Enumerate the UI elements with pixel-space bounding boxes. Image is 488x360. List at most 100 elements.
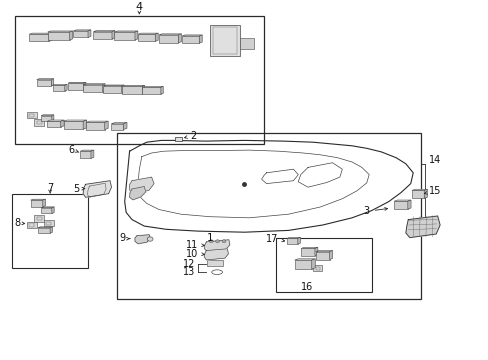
Polygon shape: [41, 208, 52, 213]
Polygon shape: [423, 189, 427, 198]
Polygon shape: [93, 32, 112, 39]
Polygon shape: [411, 189, 427, 190]
Text: 4: 4: [136, 2, 142, 12]
Bar: [117, 133, 420, 299]
Text: 11: 11: [186, 240, 198, 250]
Polygon shape: [51, 79, 54, 86]
Polygon shape: [142, 86, 163, 87]
Polygon shape: [52, 207, 54, 213]
Polygon shape: [315, 252, 329, 260]
Polygon shape: [93, 31, 115, 32]
Circle shape: [147, 237, 153, 241]
Polygon shape: [43, 199, 45, 207]
Polygon shape: [64, 85, 67, 91]
Bar: [37, 121, 41, 124]
Polygon shape: [199, 35, 202, 43]
Polygon shape: [114, 32, 135, 40]
Bar: [175, 137, 182, 141]
Polygon shape: [129, 186, 145, 200]
Polygon shape: [80, 151, 91, 158]
Polygon shape: [68, 82, 86, 83]
Polygon shape: [286, 238, 297, 244]
Text: 16: 16: [300, 282, 312, 292]
Polygon shape: [155, 33, 158, 41]
Circle shape: [222, 240, 225, 243]
Text: 8: 8: [15, 218, 21, 228]
Polygon shape: [329, 251, 332, 260]
Polygon shape: [86, 121, 108, 122]
Polygon shape: [48, 31, 72, 32]
Polygon shape: [111, 122, 127, 124]
Polygon shape: [314, 247, 317, 256]
Bar: [210, 25, 239, 56]
Polygon shape: [68, 83, 83, 90]
Polygon shape: [204, 240, 229, 251]
Polygon shape: [111, 124, 123, 130]
Bar: [46, 222, 51, 225]
Polygon shape: [182, 36, 199, 43]
Polygon shape: [53, 85, 64, 91]
Polygon shape: [301, 247, 317, 248]
Polygon shape: [182, 35, 202, 36]
Polygon shape: [301, 248, 314, 256]
Polygon shape: [103, 86, 122, 93]
Polygon shape: [204, 249, 228, 260]
Text: 6: 6: [68, 145, 74, 156]
Polygon shape: [69, 31, 72, 40]
Polygon shape: [83, 84, 105, 85]
Polygon shape: [83, 85, 102, 92]
Polygon shape: [83, 82, 86, 90]
Polygon shape: [30, 199, 45, 200]
Text: 10: 10: [186, 249, 198, 259]
Polygon shape: [83, 120, 86, 129]
Polygon shape: [103, 85, 124, 86]
Bar: [29, 223, 34, 227]
Polygon shape: [159, 34, 181, 35]
Polygon shape: [38, 228, 50, 233]
Polygon shape: [393, 200, 410, 201]
Polygon shape: [135, 31, 138, 40]
Polygon shape: [91, 150, 94, 158]
Bar: [15, 16, 264, 144]
Bar: [12, 194, 88, 268]
Text: 2: 2: [190, 131, 196, 141]
Polygon shape: [104, 121, 108, 130]
Bar: [207, 260, 223, 266]
Bar: [239, 38, 254, 49]
Polygon shape: [41, 116, 52, 121]
Polygon shape: [142, 85, 144, 94]
Polygon shape: [122, 85, 124, 93]
Text: 14: 14: [428, 155, 441, 165]
Polygon shape: [73, 31, 88, 37]
Bar: [34, 119, 44, 126]
Polygon shape: [297, 237, 300, 244]
Bar: [315, 266, 320, 270]
Polygon shape: [123, 122, 127, 130]
Polygon shape: [294, 259, 315, 260]
Polygon shape: [73, 30, 91, 31]
Polygon shape: [29, 34, 49, 41]
Polygon shape: [80, 150, 94, 151]
Text: 7: 7: [47, 183, 53, 193]
Polygon shape: [50, 227, 52, 233]
Bar: [44, 220, 54, 226]
Polygon shape: [112, 31, 115, 39]
Polygon shape: [315, 251, 332, 252]
Bar: [29, 113, 34, 117]
Text: 17: 17: [266, 234, 278, 244]
Polygon shape: [47, 121, 61, 127]
Polygon shape: [178, 34, 181, 43]
Polygon shape: [138, 33, 158, 34]
Polygon shape: [29, 33, 52, 34]
Polygon shape: [393, 201, 407, 209]
Text: 5: 5: [73, 184, 79, 194]
Bar: [27, 112, 37, 118]
Circle shape: [209, 240, 213, 243]
Polygon shape: [37, 80, 51, 86]
Polygon shape: [49, 33, 52, 41]
Polygon shape: [161, 86, 163, 94]
Polygon shape: [83, 181, 111, 197]
Polygon shape: [407, 200, 410, 209]
Polygon shape: [38, 227, 52, 228]
Polygon shape: [41, 207, 54, 208]
